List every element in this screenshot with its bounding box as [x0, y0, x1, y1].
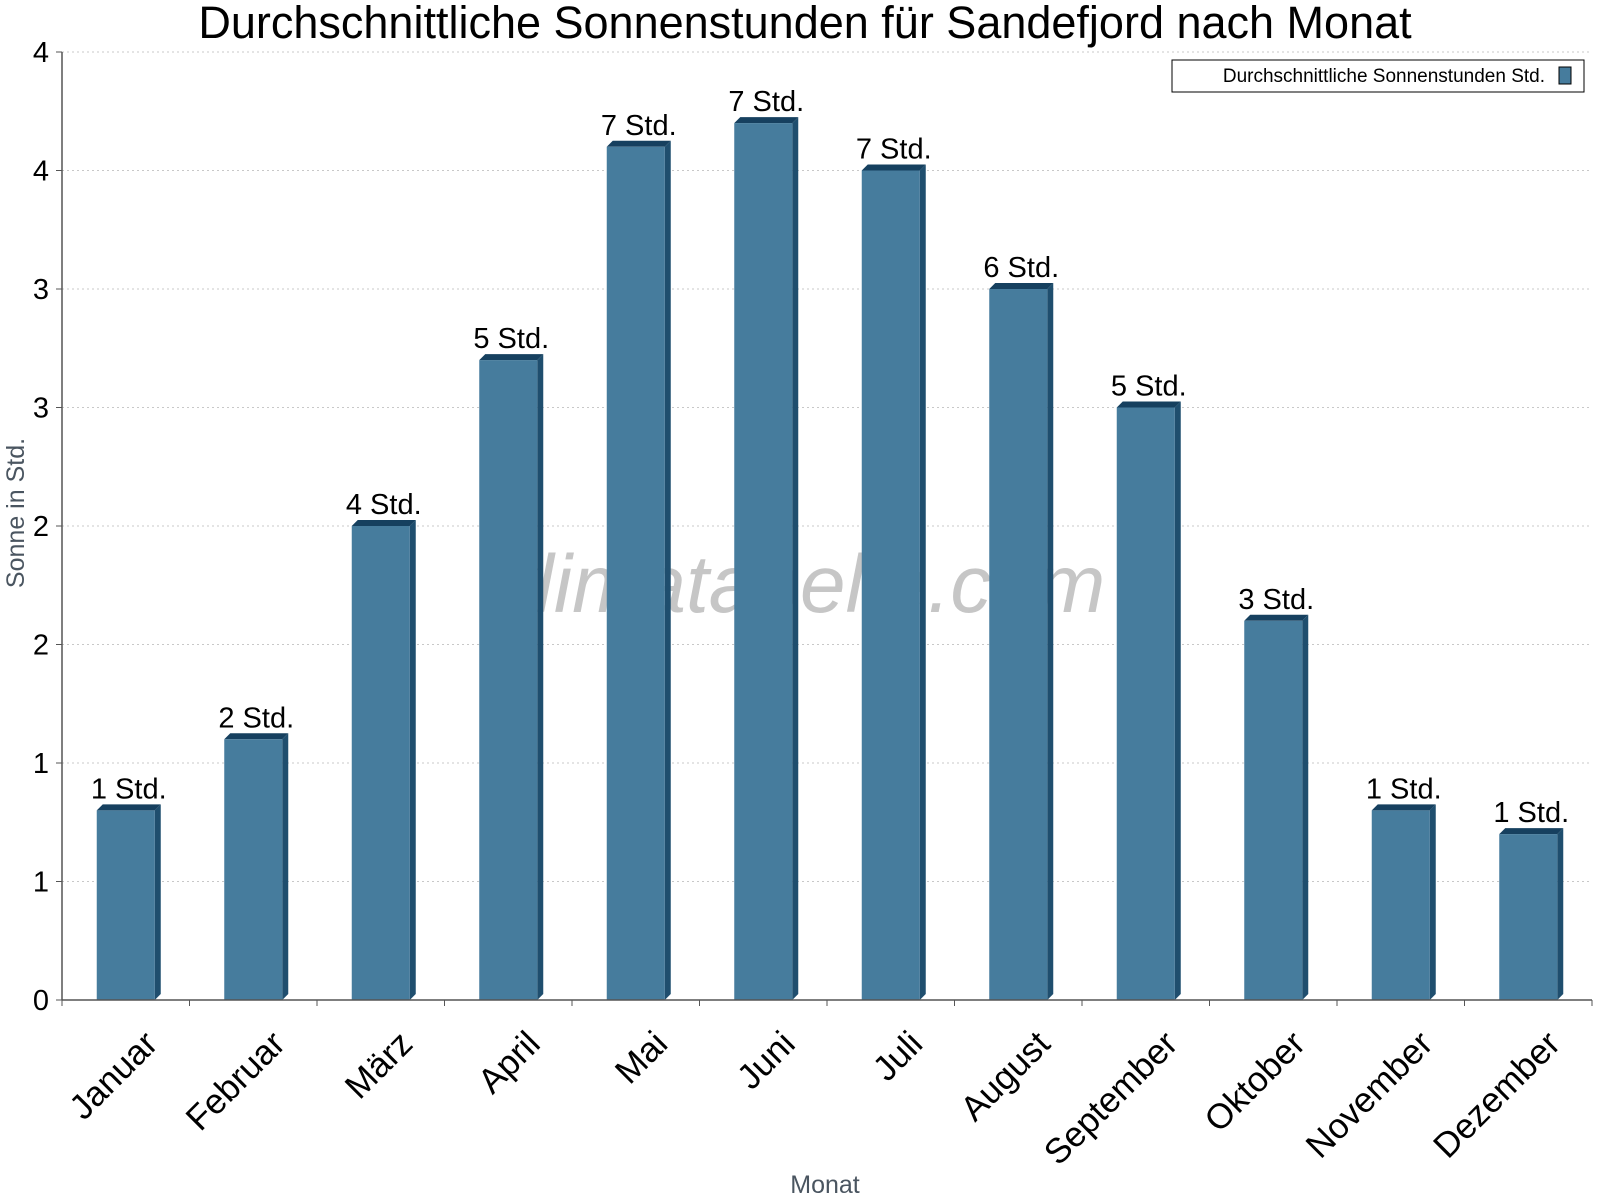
bar-5: [606, 140, 671, 1001]
bars: [96, 117, 1564, 1001]
y-axis-title: Sonne in Std.: [2, 438, 30, 588]
bar-3: [351, 520, 416, 1000]
x-tick-label: Dezember: [1426, 1024, 1568, 1166]
bar-1: [96, 804, 161, 1000]
data-label: 7 Std.: [728, 86, 804, 118]
bar-side: [1174, 401, 1181, 1000]
y-tick-label: 4: [33, 37, 49, 69]
bar-top: [1371, 804, 1436, 811]
bar-side: [1557, 828, 1564, 1000]
data-label: 3 Std.: [1238, 584, 1314, 616]
bar-11: [1371, 804, 1436, 1000]
data-label: 5 Std.: [473, 323, 549, 355]
bar-side: [1047, 283, 1054, 1000]
y-tick-label: 1: [33, 748, 49, 780]
data-label: 2 Std.: [218, 702, 294, 734]
bar-top: [734, 117, 799, 124]
bar-side: [792, 117, 799, 1001]
bar-7: [861, 164, 926, 1000]
bar-10: [1244, 614, 1309, 1000]
bar-side: [282, 733, 289, 1000]
y-tick-label: 2: [33, 511, 49, 543]
bar-8: [989, 283, 1054, 1000]
bar-6: [734, 117, 799, 1001]
bar-top: [479, 354, 544, 361]
x-axis-title: Monat: [790, 1171, 860, 1199]
x-tick-label: Februar: [178, 1024, 292, 1138]
x-tick-label: Juli: [866, 1024, 931, 1089]
legend-swatch: [1558, 66, 1572, 85]
y-tick-labels: 0 1 1 2 2 3 3 4 4: [33, 37, 49, 1017]
data-label: 4 Std.: [346, 489, 422, 521]
bar-front: [989, 289, 1048, 1000]
x-tick-label: März: [338, 1024, 421, 1107]
bar-4: [479, 354, 544, 1001]
data-labels: 1 Std. 2 Std. 4 Std. 5 Std. 7 Std. 7 Std. 7 St…: [91, 86, 1569, 829]
axes: [56, 51, 1593, 1006]
bar-side: [1429, 804, 1436, 1000]
gridlines: [62, 51, 1592, 882]
legend-label: Durchschnittliche Sonnenstunden Std.: [1223, 66, 1545, 87]
bar-front: [861, 170, 920, 1000]
data-label: 6 Std.: [983, 252, 1059, 284]
x-tick-label: Oktober: [1197, 1024, 1313, 1140]
bar-front: [224, 739, 283, 1000]
x-tick-labels: Januar Februar März April Mai Juni Juli AugustS…: [62, 1024, 1568, 1173]
bar-top: [96, 804, 161, 811]
y-tick-label: 4: [33, 156, 49, 188]
bar-side: [154, 804, 161, 1000]
bar-front: [96, 810, 155, 1000]
bar-side: [1302, 614, 1309, 1000]
y-tick-label: 1: [33, 867, 49, 899]
bar-side: [919, 164, 926, 1000]
y-tick-label: 2: [33, 630, 49, 662]
bar-front: [1371, 810, 1430, 1000]
x-tick-label: August: [953, 1024, 1058, 1129]
bar-side: [409, 520, 416, 1000]
bar-top: [351, 520, 416, 526]
x-tick-label: September: [1037, 1024, 1186, 1173]
bar-side: [664, 140, 671, 1001]
data-label: 1 Std.: [1366, 773, 1442, 805]
bar-9: [1116, 401, 1181, 1000]
bar-front: [479, 360, 538, 1001]
bar-top: [861, 164, 926, 171]
x-tick-label: November: [1298, 1024, 1440, 1166]
data-label: 1 Std.: [91, 773, 167, 805]
data-label: 5 Std.: [1111, 371, 1187, 403]
bar-top: [1244, 614, 1309, 621]
x-tick-label: Mai: [608, 1024, 675, 1091]
legend: Durchschnittliche Sonnenstunden Std.: [1171, 59, 1585, 93]
bar-top: [1116, 401, 1181, 408]
y-tick-label: 3: [33, 393, 49, 425]
bar-2: [224, 733, 289, 1000]
bar-front: [351, 526, 410, 1000]
bar-top: [1499, 828, 1564, 835]
bar-front: [606, 146, 665, 1001]
bar-top: [606, 140, 671, 147]
data-label: 1 Std.: [1493, 797, 1569, 829]
x-tick-label: Januar: [62, 1024, 165, 1127]
bar-side: [537, 354, 544, 1001]
data-label: 7 Std.: [856, 134, 932, 166]
bar-front: [734, 123, 793, 1001]
x-tick-label: April: [471, 1024, 548, 1101]
bar-12: [1499, 828, 1564, 1000]
data-label: 7 Std.: [601, 110, 677, 142]
y-tick-label: 0: [33, 985, 49, 1017]
x-tick-label: Juni: [730, 1024, 803, 1097]
bar-front: [1116, 407, 1175, 1000]
bar-top: [224, 733, 289, 740]
bar-front: [1244, 620, 1303, 1000]
y-tick-label: 3: [33, 274, 49, 306]
chart-title: Durchschnittliche Sonnenstunden für Sand…: [198, 0, 1412, 48]
bar-top: [989, 283, 1054, 289]
legend-box: [1171, 59, 1585, 93]
bar-front: [1499, 834, 1558, 1000]
